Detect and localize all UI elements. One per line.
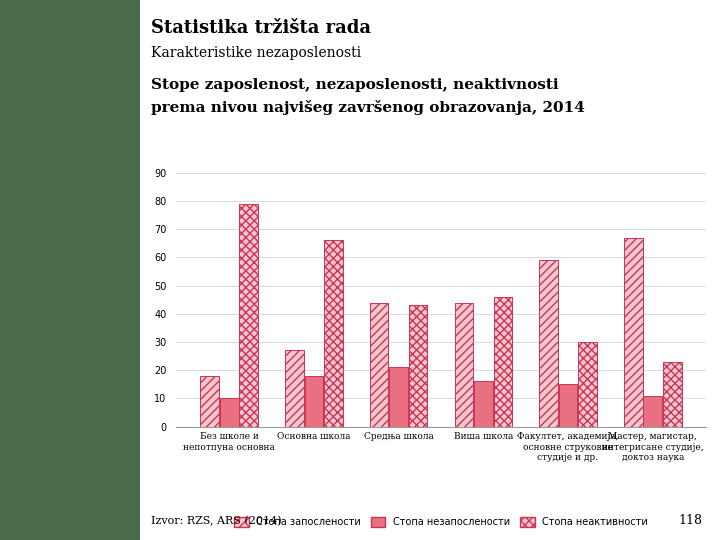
Bar <box>324 240 343 427</box>
Text: Stope zaposlenost, nezaposlenosti, neaktivnosti: Stope zaposlenost, nezaposlenosti, neakt… <box>151 78 559 92</box>
Bar <box>454 302 473 427</box>
Bar <box>624 238 642 427</box>
Bar <box>370 302 389 427</box>
Text: prema nivou najvišeg završenog obrazovanja, 2014: prema nivou najvišeg završenog obrazovan… <box>151 100 585 115</box>
Bar <box>200 376 219 427</box>
Bar <box>663 362 682 427</box>
Bar <box>409 305 428 427</box>
Bar <box>539 260 558 427</box>
Bar <box>220 399 238 427</box>
Bar <box>559 384 577 427</box>
Text: 118: 118 <box>678 514 702 526</box>
Bar <box>305 376 323 427</box>
Text: Izvor: RZS, ARS (2014): Izvor: RZS, ARS (2014) <box>151 516 282 526</box>
Bar <box>240 204 258 427</box>
Bar <box>493 297 512 427</box>
Bar <box>285 350 304 427</box>
Bar <box>578 342 597 427</box>
Legend: Стопа запослености, Стопа незапослености, Стопа неактивности: Стопа запослености, Стопа незапослености… <box>230 512 652 531</box>
Bar <box>390 367 408 427</box>
Text: Statistika tržišta rada: Statistika tržišta rada <box>151 19 372 37</box>
Bar <box>474 381 492 427</box>
Text: Karakteristike nezaposlenosti: Karakteristike nezaposlenosti <box>151 46 361 60</box>
Bar <box>644 396 662 427</box>
